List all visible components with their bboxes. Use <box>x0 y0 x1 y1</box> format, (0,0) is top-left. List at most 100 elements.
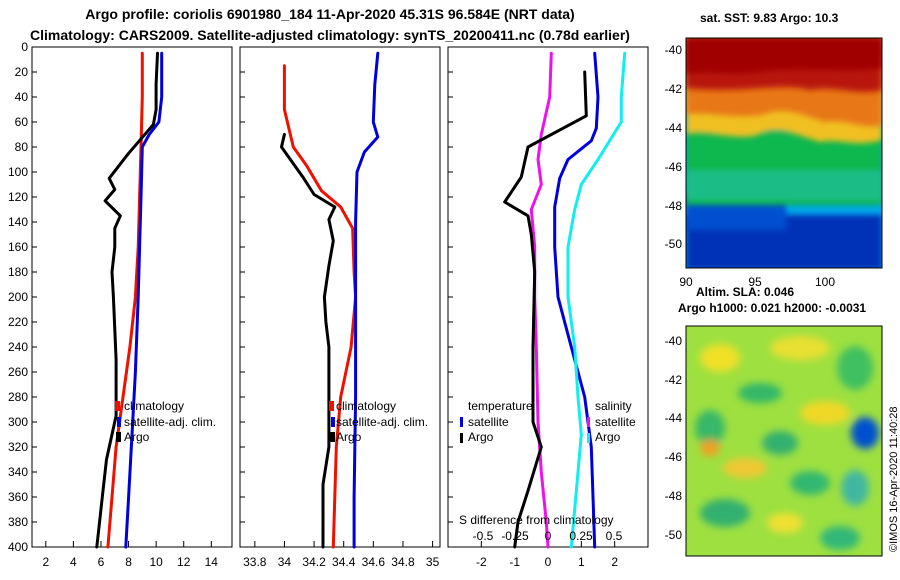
sal-diff-tick-label: 0.5 <box>606 529 623 543</box>
x-tick-label: 8 <box>125 555 132 569</box>
legend-swatch-climatology <box>115 401 120 411</box>
sla-ytick: -48 <box>665 489 683 503</box>
y-tick-label: 300 <box>8 415 28 429</box>
legend-label-climatology: climatology <box>336 399 396 413</box>
temperature-plot-frame <box>31 46 233 548</box>
y-tick-label: 0 <box>21 40 28 54</box>
y-tick-label: 100 <box>8 165 28 179</box>
sst-ytick: -48 <box>665 199 683 213</box>
x-tick-label: 34.4 <box>332 555 356 569</box>
profile-panels: 0204060801001201401601802002202402602803… <box>8 40 649 569</box>
x-tick-label: -1 <box>509 555 520 569</box>
sal-diff-tick-label: 0 <box>545 529 552 543</box>
sst-xtick: 100 <box>815 275 835 289</box>
salinity-difference-axis: -0.5 -0.25 0 0.25 0.5 <box>473 529 623 543</box>
y-tick-label: 340 <box>8 465 28 479</box>
legend-swatch-temp-argo <box>460 433 463 443</box>
y-tick-label: 160 <box>8 240 28 254</box>
imos-credit: ©IMOS 16-Apr-2020 11:40:28 <box>888 406 900 552</box>
y-tick-label: 20 <box>15 65 29 79</box>
sal-diff-tick-label: 0.25 <box>569 529 593 543</box>
x-tick-label: 1 <box>578 555 585 569</box>
temperature-axis: 2 4 6 8 10 12 14 <box>32 46 219 569</box>
x-tick-label: 4 <box>70 555 77 569</box>
temperature-difference-axis: -2 -1 0 1 2 <box>448 46 618 569</box>
x-tick-label: 14 <box>205 555 219 569</box>
salinity-legend: climatology satellite-adj. clim. Argo <box>329 399 428 444</box>
series-line-satellite-adj-clim- <box>124 51 164 549</box>
y-tick-label: 80 <box>15 140 29 154</box>
salinity-axis: 33.8 34 34.2 34.4 34.6 34.8 35 <box>240 46 440 569</box>
sla-ytick: -44 <box>665 411 683 425</box>
sla-map-frame <box>685 325 883 557</box>
y-tick-label: 200 <box>8 290 28 304</box>
legend-swatch-satellite <box>331 417 335 427</box>
y-tick-label: 360 <box>8 490 28 504</box>
sst-ytick: -44 <box>665 121 683 135</box>
sla-map-title-1: Altim. SLA: 0.046 <box>696 285 795 299</box>
series-line-temperature-satellite <box>529 51 553 549</box>
x-tick-label: 0 <box>545 555 552 569</box>
legend-label-sal-argo: Argo <box>595 430 621 444</box>
sal-diff-tick-label: -0.25 <box>501 529 529 543</box>
sst-field <box>686 38 882 268</box>
salinity-difference-label: S difference from climatology <box>459 513 614 527</box>
legend-swatch-satellite <box>117 417 121 427</box>
title-line-1: Argo profile: coriolis 6901980_184 11-Ap… <box>85 6 575 22</box>
y-tick-label: 40 <box>15 90 29 104</box>
y-tick-label: 120 <box>8 190 28 204</box>
y-tick-label: 400 <box>8 540 28 554</box>
sst-lat-axis: -40 -42 -44 -46 -48 -50 <box>665 43 683 251</box>
difference-plot-frame <box>447 46 649 548</box>
sst-xtick: 95 <box>748 275 762 289</box>
legend-label-sal-satellite: satellite <box>595 415 636 429</box>
sst-lon-axis: 90 95 100 <box>679 275 835 289</box>
legend-heading-salinity: salinity <box>595 399 632 413</box>
series-line-argo <box>95 51 159 549</box>
x-tick-label: 2 <box>42 555 49 569</box>
depth-axis: 0 20 40 60 80 100 120 140 160 180 200 220 240 260 280 3… <box>8 40 28 554</box>
sst-map: -40 -42 -44 -46 -48 -50 90 95 100 <box>665 37 883 289</box>
series-line-satellite-adj-clim- <box>352 51 380 549</box>
sla-ytick: -42 <box>665 373 683 387</box>
sst-ytick: -40 <box>665 43 683 57</box>
x-tick-label: 34 <box>278 555 292 569</box>
sla-lat-axis: -40 -42 -44 -46 -48 -50 <box>665 334 683 542</box>
legend-swatch-temp-satellite <box>460 417 463 427</box>
sla-map: -40 -42 -44 -46 -48 -50 <box>665 325 883 557</box>
y-tick-label: 240 <box>8 340 28 354</box>
salinity-plot-frame <box>239 46 441 548</box>
legend-swatch-sal-satellite <box>587 417 590 427</box>
y-tick-label: 220 <box>8 315 28 329</box>
sst-map-frame <box>685 37 883 269</box>
series-line-temperature-argo <box>503 70 588 549</box>
legend-heading-temperature: temperature <box>468 399 533 413</box>
sla-ytick: -46 <box>665 450 683 464</box>
difference-panel: -2 -1 0 1 2 temperature satellite Argo salin… <box>447 46 649 569</box>
x-tick-label: -2 <box>476 555 487 569</box>
x-tick-label: 35 <box>426 555 440 569</box>
x-tick-label: 34.8 <box>391 555 415 569</box>
series-line-climatology <box>106 51 144 549</box>
legend-swatch-climatology <box>329 401 334 411</box>
legend-label-climatology: climatology <box>124 399 184 413</box>
sst-map-title: sat. SST: 9.83 Argo: 10.3 <box>700 11 839 25</box>
x-tick-label: 12 <box>177 555 191 569</box>
legend-label-satellite: satellite-adj. clim. <box>336 415 428 429</box>
series-line-argo <box>280 133 337 549</box>
difference-lines <box>503 51 627 549</box>
sst-xtick: 90 <box>679 275 693 289</box>
x-tick-label: 33.8 <box>243 555 267 569</box>
legend-swatch-sal-argo <box>587 433 590 443</box>
sla-field <box>686 326 882 556</box>
salinity-lines <box>280 51 380 549</box>
title-line-2: Climatology: CARS2009. Satellite-adjuste… <box>30 27 630 43</box>
sla-map-title-2: Argo h1000: 0.021 h2000: -0.0031 <box>678 301 867 315</box>
x-tick-label: 34.2 <box>302 555 326 569</box>
x-tick-label: 34.6 <box>362 555 386 569</box>
x-tick-label: 10 <box>149 555 163 569</box>
y-tick-label: 180 <box>8 265 28 279</box>
y-tick-label: 140 <box>8 215 28 229</box>
series-line-climatology <box>282 64 358 549</box>
x-tick-label: 6 <box>98 555 105 569</box>
